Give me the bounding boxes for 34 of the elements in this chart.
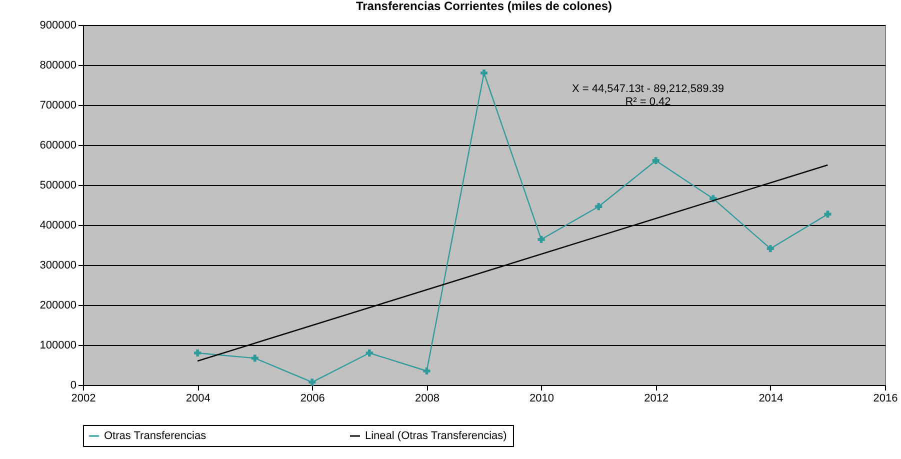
legend-label: Otras Transferencias (104, 430, 207, 442)
y-tick-label: 600000 (40, 140, 76, 152)
y-tick-label: 700000 (40, 100, 76, 112)
legend-label: Lineal (Otras Transferencias) (365, 430, 507, 442)
x-tick-label: 2004 (186, 392, 210, 404)
point (538, 236, 545, 243)
x-tick-label: 2008 (414, 392, 440, 404)
x-tick-label: 2010 (530, 392, 554, 404)
y-tick-label: 0 (70, 380, 76, 392)
y-tick-label: 800000 (40, 60, 76, 72)
y-tick-label: 900000 (40, 20, 76, 32)
x-tick-label: 2016 (873, 392, 898, 404)
point (766, 245, 774, 252)
x-tick-label: 2002 (71, 392, 96, 404)
point (652, 157, 660, 164)
point (423, 367, 430, 375)
point (595, 203, 602, 210)
x-tick-label: 2014 (758, 392, 784, 404)
y-tick-label: 500000 (40, 180, 76, 192)
annotation: X = 44,547.13t - 89,212,589.39 (572, 83, 724, 95)
x-tick-label: 2006 (300, 392, 325, 404)
y-tick-label: 300000 (40, 260, 76, 272)
y-tick-label: 200000 (40, 300, 76, 312)
point (251, 354, 258, 362)
point (194, 349, 202, 357)
point (308, 378, 316, 386)
x-tick-label: 2012 (644, 392, 669, 404)
chart-title: Transferencias Corrientes (miles de colones) (356, 0, 612, 13)
annotation: R² = 0.42 (625, 96, 671, 108)
point (366, 349, 373, 357)
point (824, 210, 832, 218)
y-tick-label: 400000 (40, 220, 76, 232)
point (480, 69, 488, 77)
y-tick-label: 100000 (40, 340, 76, 352)
